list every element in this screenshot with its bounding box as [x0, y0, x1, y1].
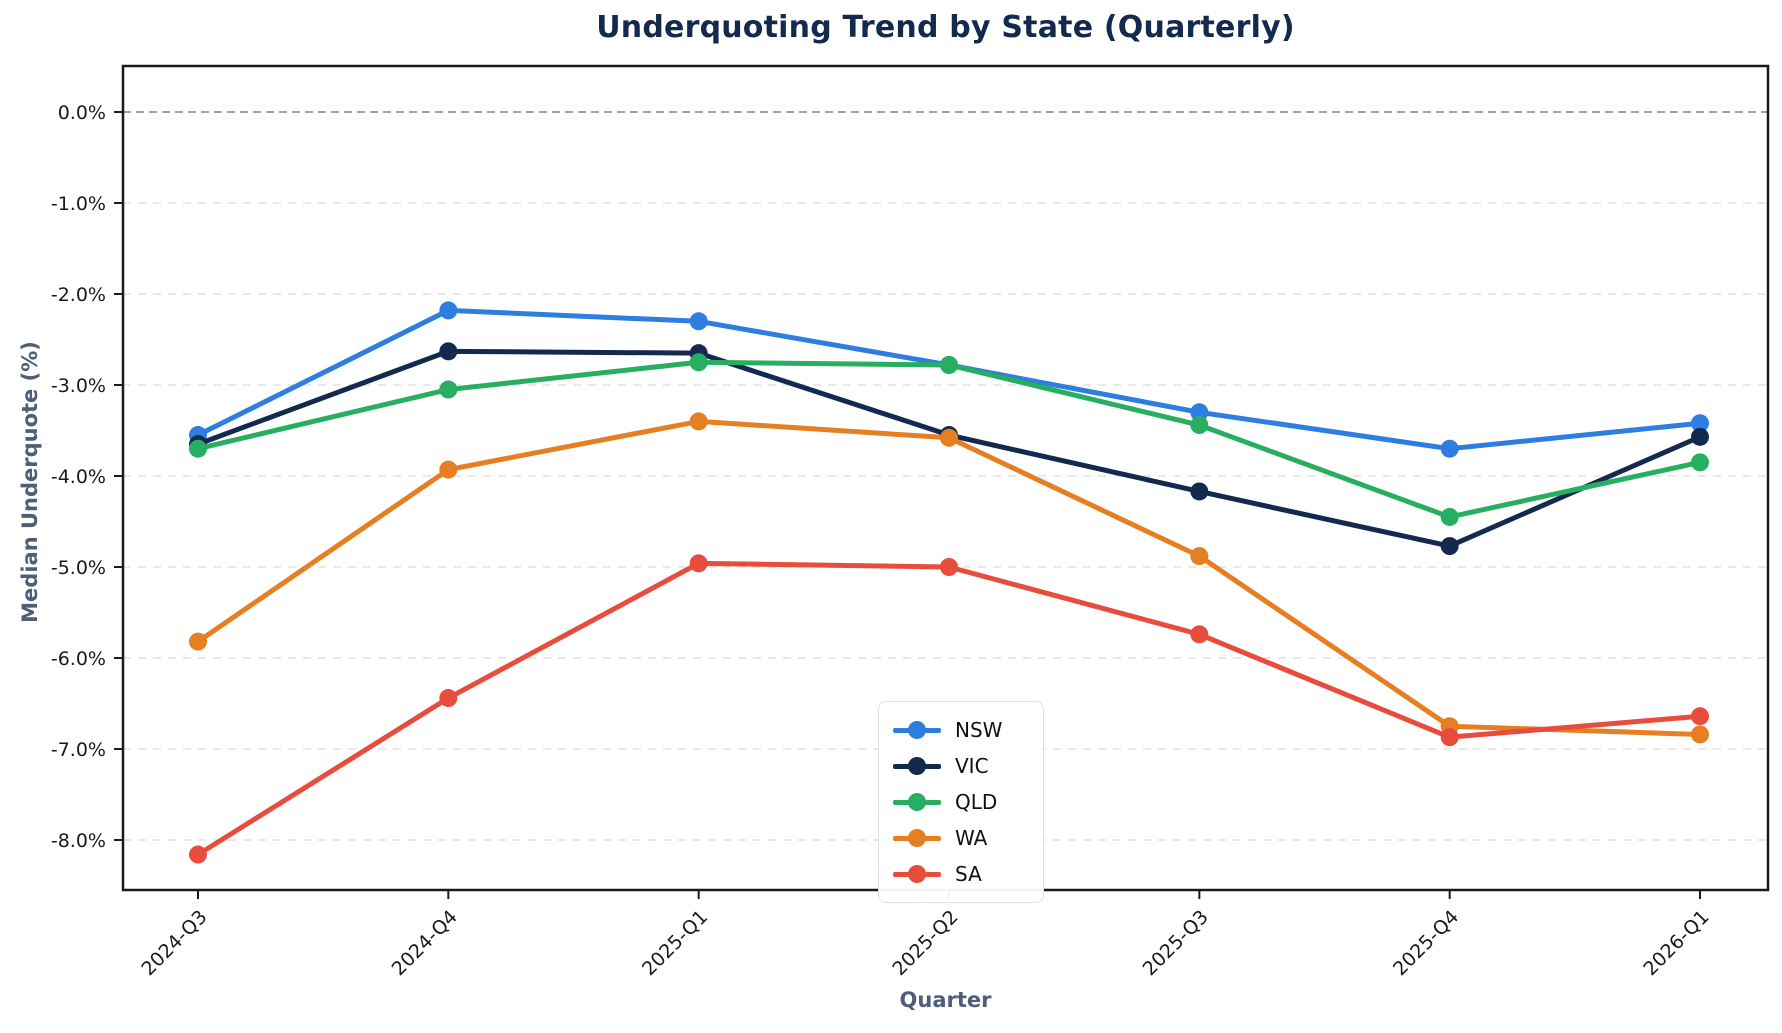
data-point-wa-2026-Q1 [1691, 725, 1709, 744]
chart-title: Underquoting Trend by State (Quarterly) [596, 10, 1295, 45]
y-tick-label: -7.0% [51, 739, 106, 761]
data-point-wa-2024-Q4 [439, 460, 458, 479]
legend-item-qld: QLD [893, 784, 1029, 820]
data-point-wa-2025-Q3 [1190, 547, 1209, 566]
data-point-qld-2026-Q1 [1691, 453, 1709, 472]
y-tick-label: 0.0% [58, 102, 106, 124]
data-point-wa-2025-Q1 [689, 412, 708, 431]
legend-item-sa: SA [893, 856, 1029, 892]
data-point-qld-2025-Q1 [689, 353, 708, 372]
legend-label: VIC [955, 754, 989, 778]
legend-label: SA [955, 862, 982, 886]
x-tick-label: 2026-Q1 [1639, 906, 1713, 980]
series-line-wa [195, 418, 1703, 737]
legend-item-wa: WA [893, 820, 1029, 856]
data-point-nsw-2025-Q1 [689, 312, 708, 331]
x-tick-label: 2024-Q4 [388, 906, 462, 980]
data-point-sa-2025-Q3 [1190, 625, 1209, 644]
data-point-vic-2025-Q3 [1190, 482, 1209, 501]
legend-line-dot-icon [893, 864, 941, 884]
legend-line-dot-icon [893, 828, 941, 848]
data-point-sa-2024-Q3 [189, 845, 207, 864]
y-tick-label: -4.0% [51, 466, 106, 488]
data-point-sa-2024-Q4 [439, 689, 458, 708]
y-tick-label: -8.0% [51, 830, 106, 852]
data-point-nsw-2024-Q4 [439, 301, 458, 320]
data-point-nsw-2026-Q1 [1691, 414, 1709, 433]
data-point-qld-2024-Q3 [189, 439, 207, 458]
legend-item-vic: VIC [893, 748, 1029, 784]
series-line-vic [195, 348, 1703, 549]
data-point-nsw-2025-Q3 [1190, 403, 1209, 422]
x-axis-label: Quarter [899, 988, 992, 1012]
y-tick-label: -5.0% [51, 557, 106, 579]
legend-line-dot-icon [893, 792, 941, 812]
x-tick-label: 2024-Q3 [137, 906, 211, 980]
x-tick-label: 2025-Q2 [888, 906, 962, 980]
y-tick-label: -2.0% [51, 284, 106, 306]
data-point-wa-2025-Q2 [940, 428, 958, 447]
data-point-qld-2025-Q2 [940, 355, 958, 374]
y-axis-label: Median Underquote (%) [18, 341, 42, 623]
legend-label: QLD [955, 790, 998, 814]
y-tick-label: -3.0% [51, 375, 106, 397]
legend-line-dot-icon [893, 720, 941, 740]
data-point-vic-2025-Q4 [1440, 537, 1459, 556]
data-point-qld-2025-Q3 [1190, 416, 1209, 435]
x-tick-label: 2025-Q1 [638, 906, 712, 980]
legend-line-dot-icon [893, 756, 941, 776]
data-point-sa-2025-Q2 [940, 558, 958, 576]
data-point-sa-2026-Q1 [1691, 707, 1709, 726]
data-point-sa-2025-Q4 [1440, 728, 1459, 747]
data-point-wa-2024-Q3 [189, 632, 207, 651]
legend-label: WA [955, 826, 988, 850]
data-point-vic-2024-Q4 [439, 342, 458, 361]
legend-item-nsw: NSW [893, 712, 1029, 748]
legend-label: NSW [955, 718, 1003, 742]
y-tick-label: -6.0% [51, 648, 106, 670]
x-tick-label: 2025-Q4 [1389, 906, 1463, 980]
x-tick-label: 2025-Q3 [1139, 906, 1213, 980]
data-point-sa-2025-Q1 [689, 554, 708, 573]
data-point-vic-2026-Q1 [1691, 427, 1709, 446]
data-point-qld-2025-Q4 [1440, 507, 1459, 526]
y-tick-label: -1.0% [51, 193, 106, 215]
legend: NSW VIC QLD WA SA [878, 701, 1044, 903]
data-point-qld-2024-Q4 [439, 380, 458, 399]
data-point-nsw-2025-Q4 [1440, 439, 1459, 458]
